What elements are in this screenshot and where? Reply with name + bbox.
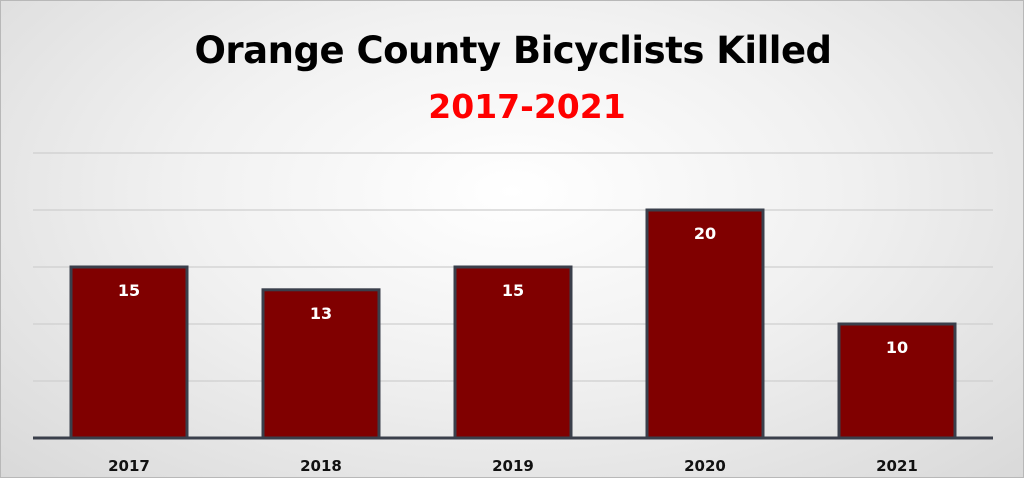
bar-2021 <box>837 322 957 440</box>
x-tick-2018: 2018 <box>300 457 342 475</box>
x-tick-2021: 2021 <box>876 457 918 475</box>
data-label-2018: 13 <box>310 304 332 323</box>
data-label-2020: 20 <box>694 224 716 243</box>
bar-2020 <box>645 208 765 440</box>
x-tick-2019: 2019 <box>492 457 534 475</box>
x-tick-2020: 2020 <box>684 457 726 475</box>
bar-2017 <box>69 265 189 440</box>
x-tick-2017: 2017 <box>108 457 150 475</box>
bar-2019 <box>453 265 573 440</box>
data-label-2021: 10 <box>886 338 908 357</box>
chart-subtitle: 2017-2021 <box>428 87 626 126</box>
data-label-2019: 15 <box>502 281 524 300</box>
bar-2018 <box>261 288 381 440</box>
chart-title: Orange County Bicyclists Killed <box>194 29 832 72</box>
data-label-2017: 15 <box>118 281 140 300</box>
